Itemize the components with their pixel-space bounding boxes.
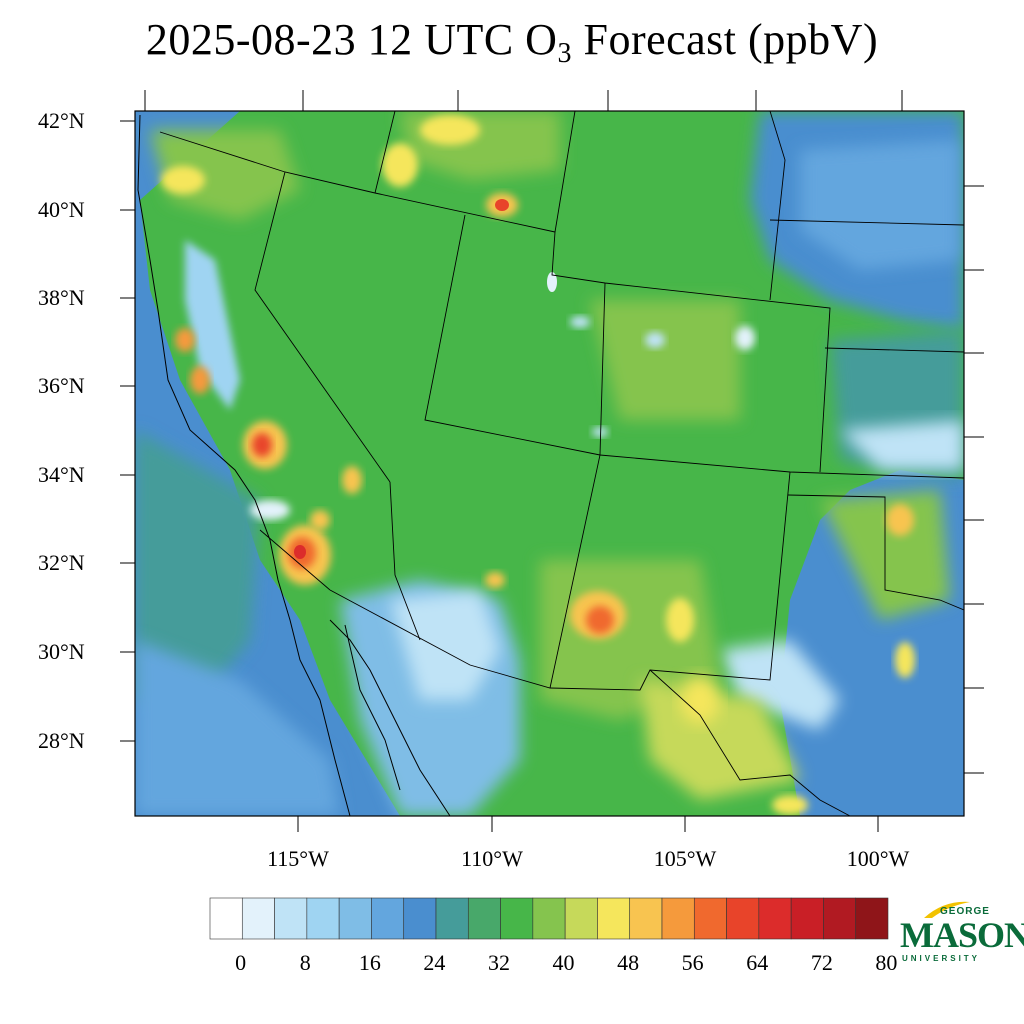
- title-subscript: 3: [557, 38, 572, 69]
- colorbar-swatch: [500, 897, 534, 940]
- colorbar-tick-label: 0: [235, 950, 247, 975]
- colorbar-swatch: [403, 897, 437, 940]
- colorbar-swatch: [467, 897, 501, 940]
- lat-label-36: 36°N: [38, 373, 85, 398]
- colorbar-swatch: [564, 897, 598, 940]
- colorbar-tick-label: 16: [358, 950, 381, 975]
- colorbar-swatch: [597, 897, 631, 940]
- lat-label-30: 30°N: [38, 639, 85, 664]
- colorbar-tick-label: 72: [810, 950, 833, 975]
- colorbar-swatch: [241, 897, 275, 940]
- colorbar-swatch: [693, 897, 727, 940]
- lat-label-38: 38°N: [38, 285, 85, 310]
- colorbar-swatch: [629, 897, 663, 940]
- logo-george: GEORGE: [940, 906, 990, 917]
- colorbar-swatch: [435, 897, 469, 940]
- colorbar-tick-label: 40: [552, 950, 575, 975]
- lon-label-110: 110°W: [461, 846, 523, 871]
- colorbar-swatch: [726, 897, 760, 940]
- colorbar-swatch: [661, 897, 695, 940]
- colorbar-swatch: [371, 897, 405, 940]
- colorbar-swatch: [338, 897, 372, 940]
- colorbar-swatch: [532, 897, 566, 940]
- lat-label-28: 28°N: [38, 728, 85, 753]
- colorbar-swatch: [209, 897, 243, 940]
- coastline: [137, 114, 451, 816]
- colorbar-tick-label: 8: [299, 950, 311, 975]
- colorbar-tick-label: 80: [875, 950, 898, 975]
- colorbar: [209, 897, 889, 940]
- colorbar-tick-label: 64: [746, 950, 769, 975]
- lon-label-100: 100°W: [846, 846, 910, 871]
- logo-mason: MASON: [900, 915, 1024, 955]
- gmu-logo: GEORGE MASON UNIVERSITY: [900, 898, 1024, 968]
- lon-ticks: [144, 90, 903, 832]
- swoosh-icon: [924, 901, 970, 918]
- ozone-field: [135, 111, 964, 816]
- colorbar-swatch: [274, 897, 308, 940]
- colorbar-tick-label: 56: [681, 950, 704, 975]
- lon-label-115: 115°W: [267, 846, 329, 871]
- colorbar-swatch: [790, 897, 824, 940]
- map-frame: [134, 110, 965, 817]
- lat-label-32: 32°N: [38, 550, 85, 575]
- title-suffix: Forecast (ppbV): [571, 15, 879, 64]
- state-boundaries: [159, 111, 964, 816]
- colorbar-swatch: [823, 897, 857, 940]
- colorbar-tick-label: 24: [423, 950, 446, 975]
- colorbar-tick-label: 48: [617, 950, 640, 975]
- lat-label-34: 34°N: [38, 462, 85, 487]
- colorbar-swatch: [855, 897, 889, 940]
- colorbar-tick-label: 32: [487, 950, 510, 975]
- logo-university: UNIVERSITY: [902, 954, 981, 963]
- colorbar-swatch: [758, 897, 792, 940]
- lat-label-40: 40°N: [38, 197, 85, 222]
- title-text: 2025-08-23 12 UTC O: [145, 15, 558, 64]
- colorbar-swatch: [306, 897, 340, 940]
- lat-label-42: 42°N: [38, 108, 85, 133]
- chart-title: 2025-08-23 12 UTC O3 Forecast (ppbV): [0, 0, 1024, 80]
- lat-ticks: [120, 120, 984, 774]
- lon-label-105: 105°W: [653, 846, 717, 871]
